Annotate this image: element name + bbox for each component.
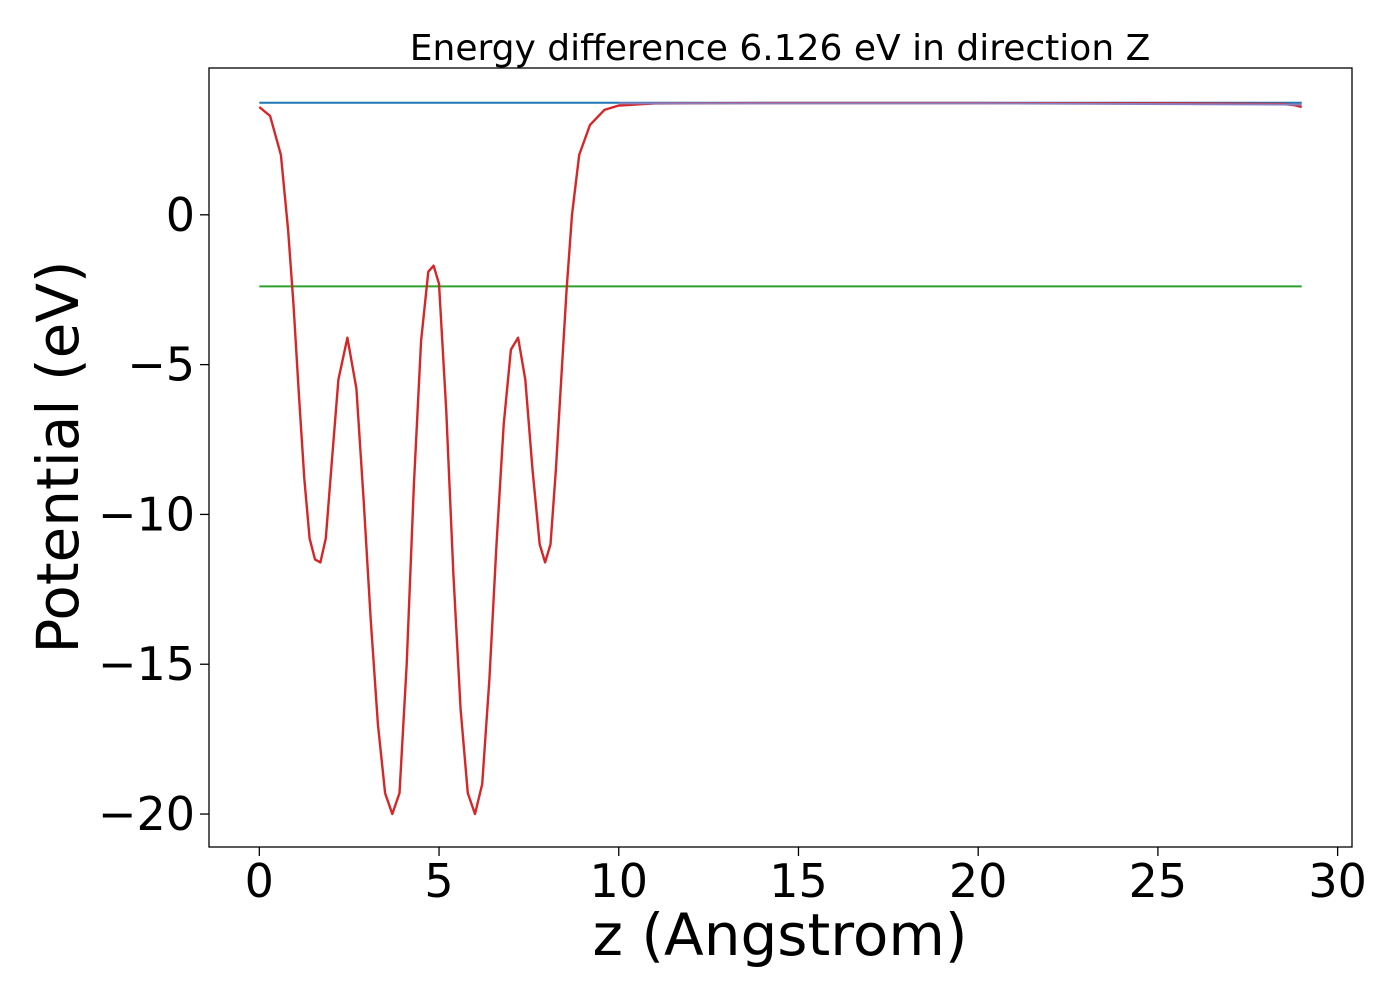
- chart-title: Energy difference 6.126 eV in direction …: [410, 28, 1151, 69]
- x-tick-label: 20: [949, 854, 1008, 908]
- plot-frame: [208, 67, 1353, 848]
- x-axis-ticks: 0 5 10 15 20 25 30: [245, 847, 1367, 908]
- y-tick-label: −15: [98, 637, 195, 691]
- plot-area: [209, 68, 1352, 847]
- x-tick-label: 30: [1308, 854, 1367, 908]
- y-tick-label: −10: [98, 487, 195, 541]
- y-tick-label: −5: [127, 338, 195, 392]
- x-tick-label: 25: [1129, 854, 1188, 908]
- series-line-3: [618, 102, 1302, 106]
- y-tick-label: 0: [166, 188, 195, 242]
- y-axis-ticks: 0 −5 −10 −15 −20: [98, 188, 209, 841]
- x-tick-label: 15: [769, 854, 828, 908]
- y-tick-label: −20: [98, 787, 195, 841]
- series-line-2: [258, 101, 1302, 816]
- x-tick-label: 10: [589, 854, 648, 908]
- x-axis-label: z (Angstrom): [593, 901, 968, 969]
- x-tick-label: 5: [424, 854, 453, 908]
- x-tick-label: 0: [245, 854, 274, 908]
- y-axis-label: Potential (eV): [24, 260, 92, 653]
- series-layer: [258, 101, 1302, 816]
